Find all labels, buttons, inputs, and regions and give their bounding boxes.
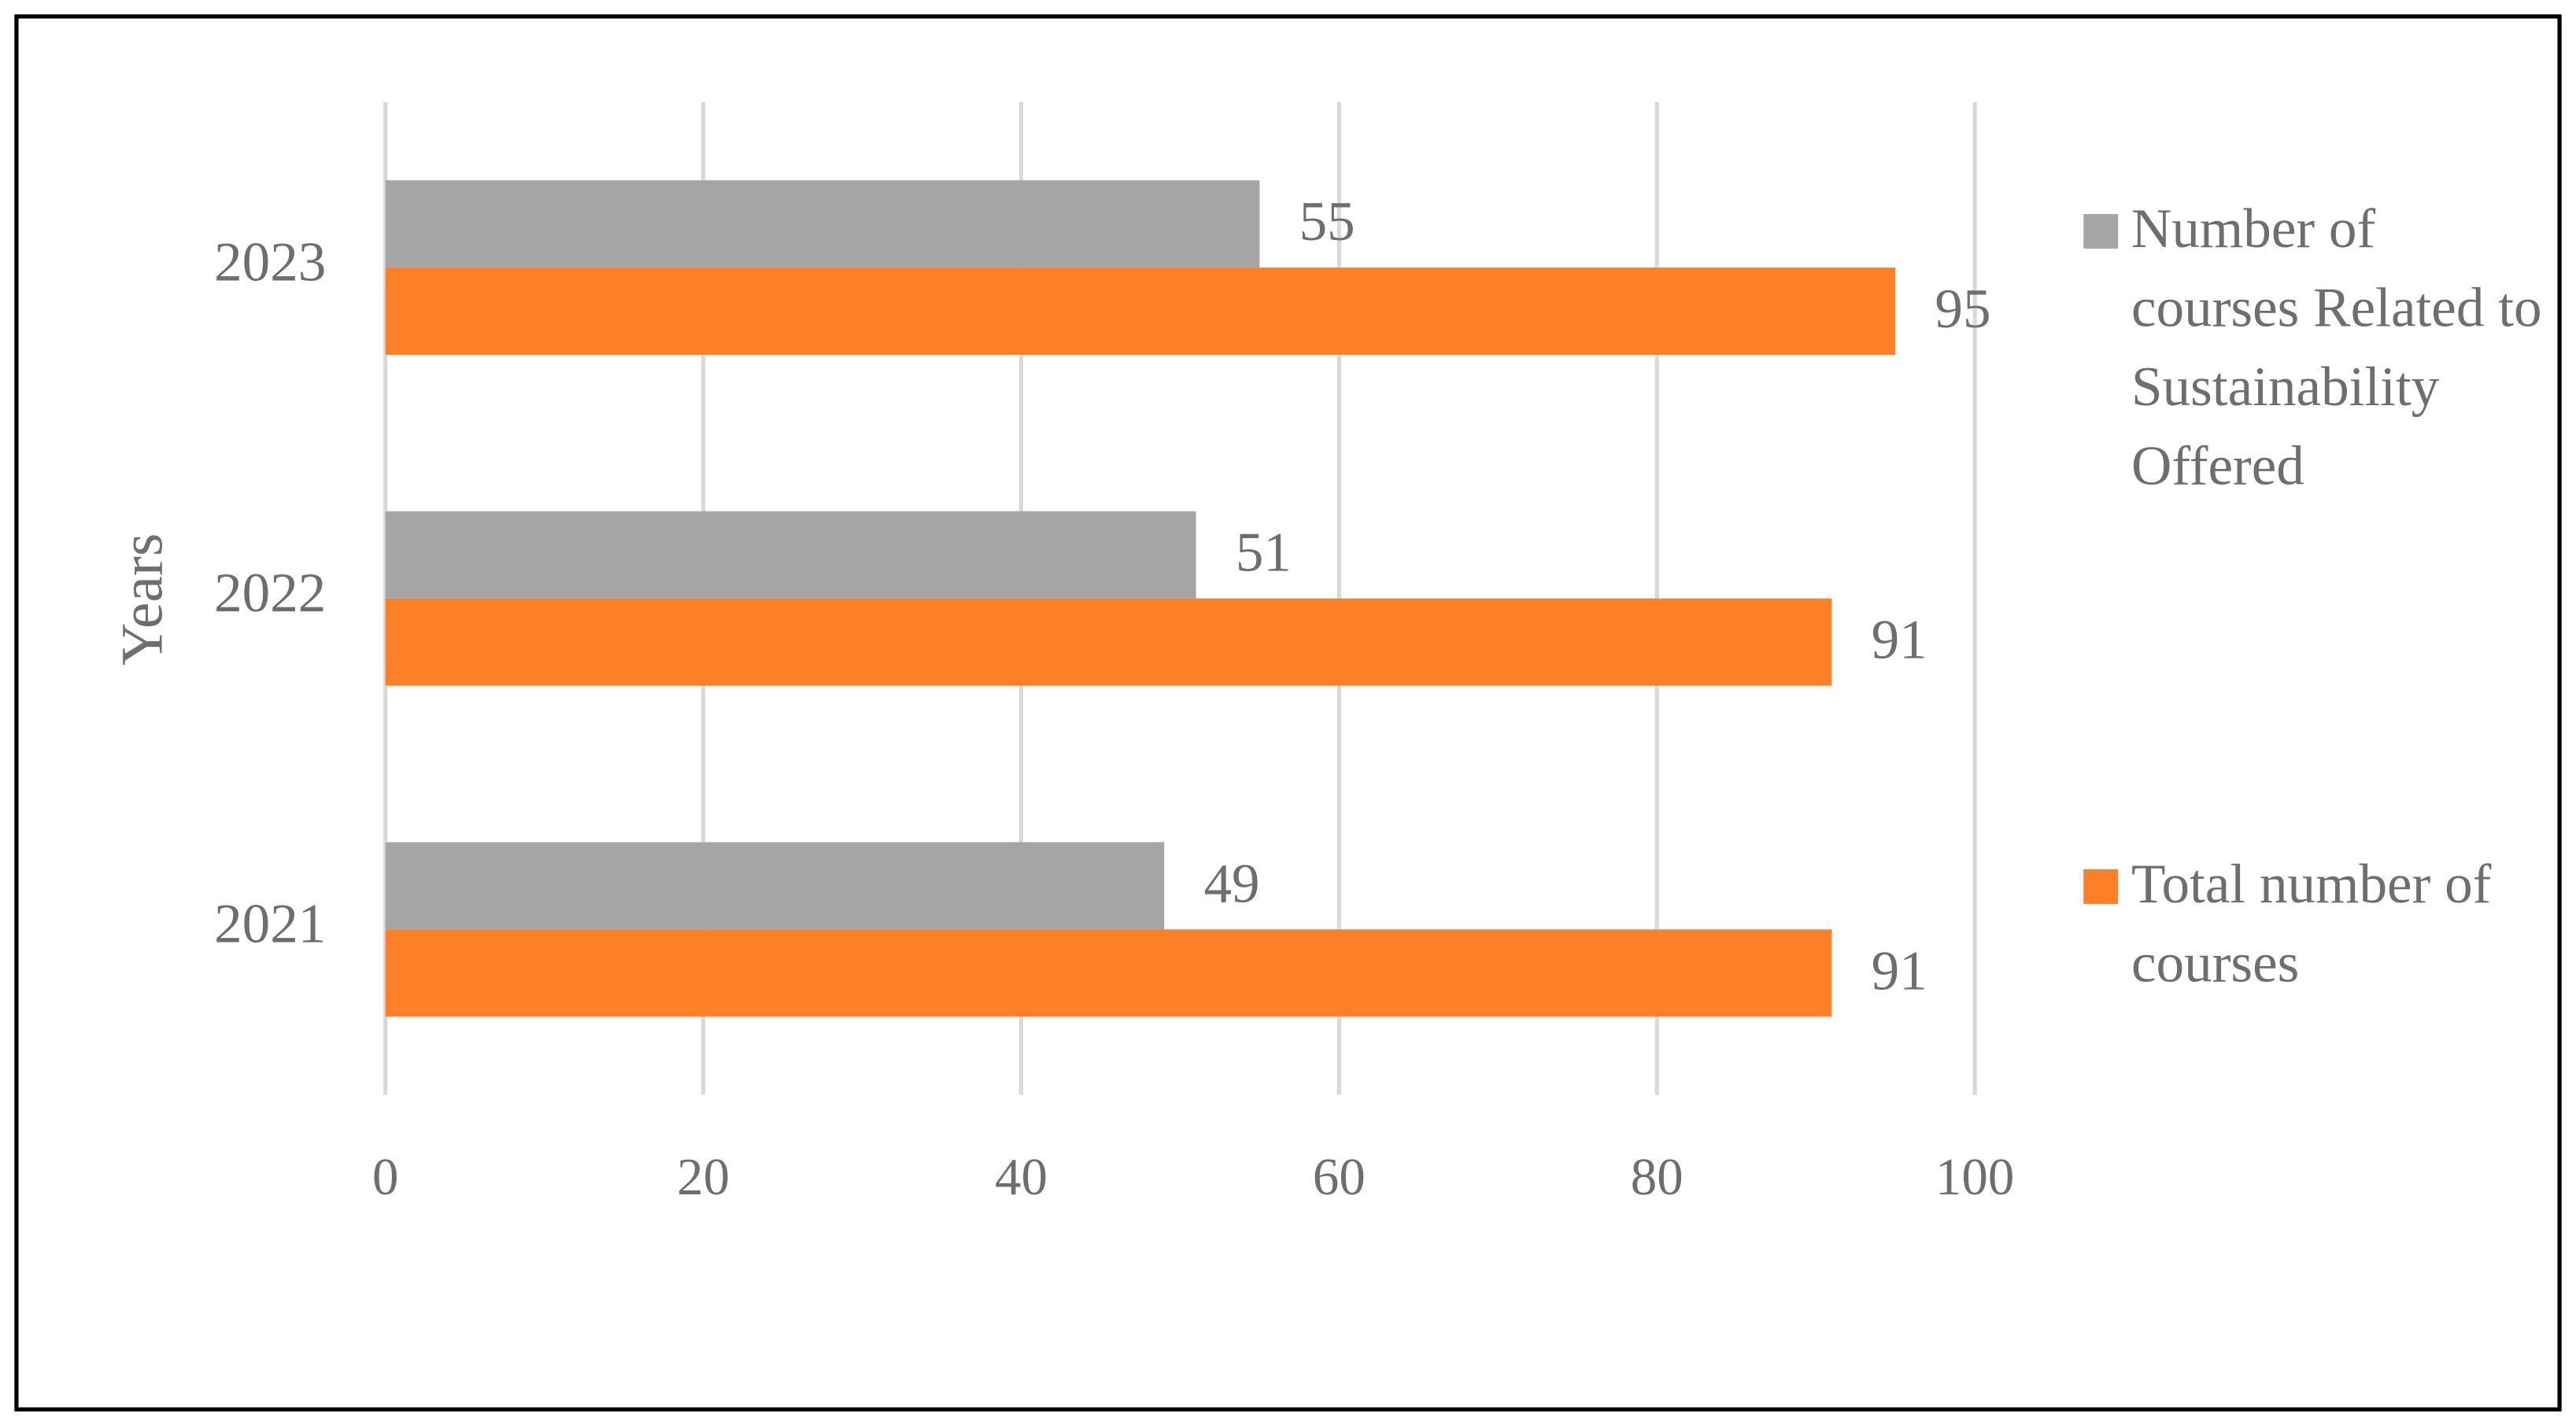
legend-entry: Number of courses Related to Sustainabil…	[2131, 199, 2542, 497]
data-label: 51	[1236, 522, 1292, 584]
bar	[385, 268, 1896, 355]
y-tick-label: 2022	[214, 563, 326, 624]
x-tick-label: 100	[1935, 1148, 2014, 1206]
data-label: 91	[1872, 610, 1927, 671]
legend-swatch	[2083, 869, 2119, 904]
x-tick-label: 60	[1313, 1148, 1366, 1206]
bar	[385, 842, 1165, 930]
bar	[385, 598, 1832, 686]
y-tick-label: 2021	[214, 894, 326, 955]
legend-swatch	[2083, 214, 2119, 249]
legend-entry: Total number of courses	[2131, 854, 2492, 994]
bar	[385, 180, 1260, 268]
bar	[385, 929, 1832, 1017]
x-tick-label: 0	[372, 1148, 398, 1206]
x-tick-label: 40	[995, 1148, 1048, 1206]
legend-label: Total number of courses	[2131, 854, 2492, 994]
data-label: 95	[1935, 279, 1990, 340]
x-tick-label: 20	[677, 1148, 730, 1206]
data-label: 49	[1203, 853, 1259, 914]
y-axis-label: Years	[110, 533, 176, 666]
data-label: 91	[1872, 940, 1927, 1002]
legend-label: Number of courses Related to Sustainabil…	[2131, 199, 2542, 497]
bar	[385, 511, 1196, 599]
y-tick-label: 2023	[214, 231, 326, 293]
x-tick-label: 80	[1631, 1148, 1683, 1206]
data-label: 55	[1299, 191, 1355, 253]
